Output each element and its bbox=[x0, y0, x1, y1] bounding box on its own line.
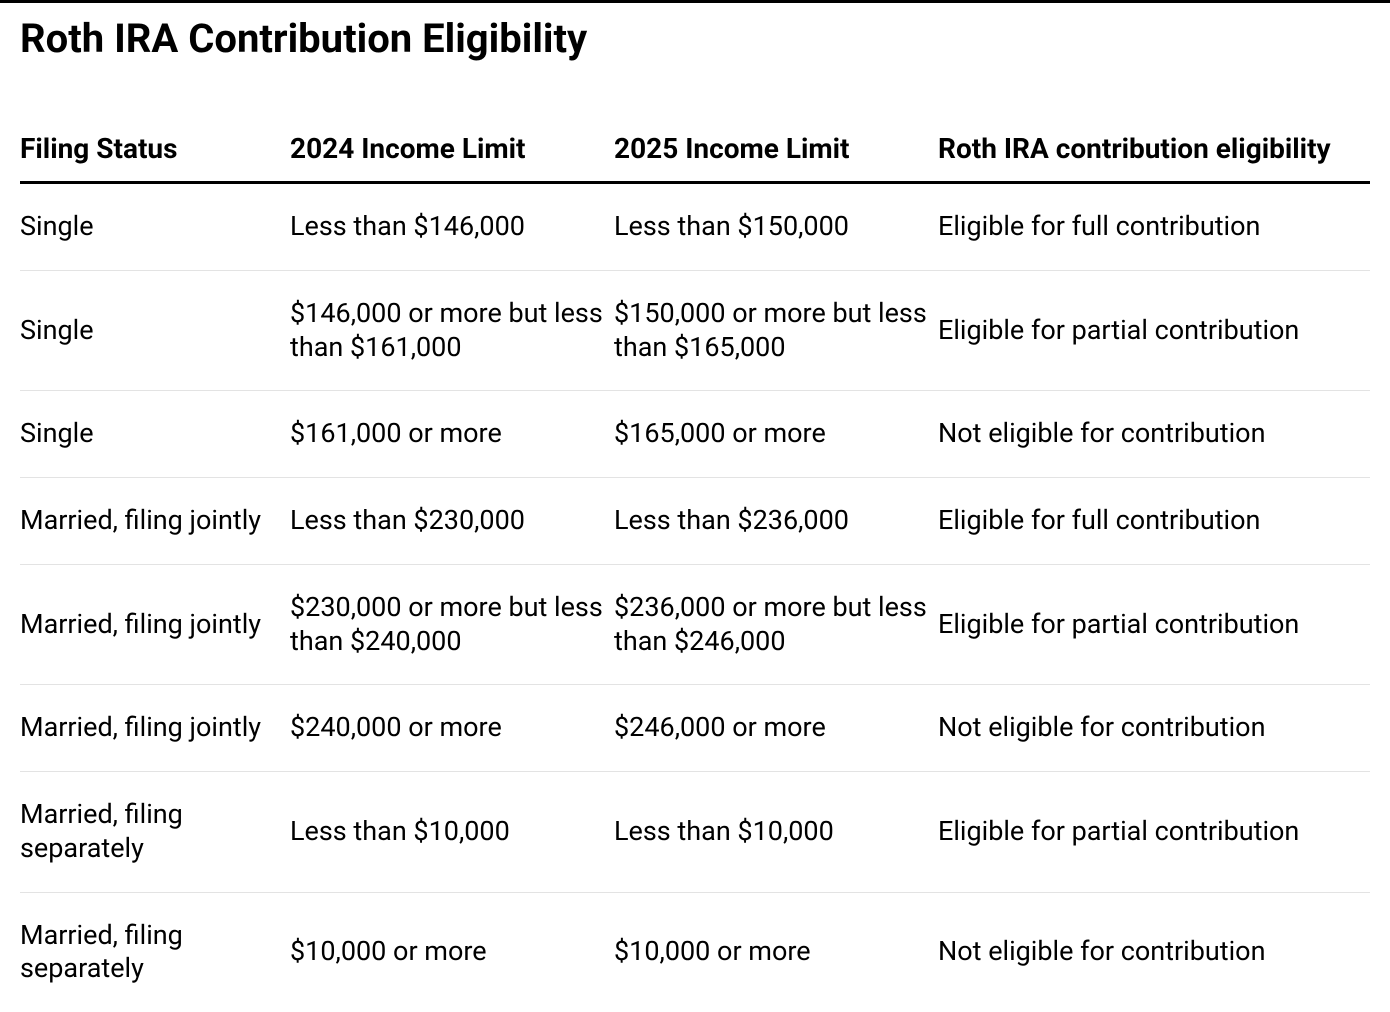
cell-filing-status: Married, filing separately bbox=[20, 892, 290, 1012]
cell-2025-limit: $150,000 or more but less than $165,000 bbox=[614, 270, 938, 391]
cell-2024-limit: Less than $230,000 bbox=[290, 478, 614, 565]
cell-eligibility: Not eligible for contribution bbox=[938, 391, 1370, 478]
cell-2024-limit: $146,000 or more but less than $161,000 bbox=[290, 270, 614, 391]
cell-2025-limit: $246,000 or more bbox=[614, 685, 938, 772]
column-header-filing-status: Filing Status bbox=[20, 122, 290, 183]
column-header-2025-limit: 2025 Income Limit bbox=[614, 122, 938, 183]
page-title: Roth IRA Contribution Eligibility bbox=[20, 15, 1370, 62]
cell-eligibility: Eligible for full contribution bbox=[938, 478, 1370, 565]
eligibility-table-container: Roth IRA Contribution Eligibility Filing… bbox=[0, 0, 1390, 1012]
table-row: Married, filing separately $10,000 or mo… bbox=[20, 892, 1370, 1012]
cell-2025-limit: $10,000 or more bbox=[614, 892, 938, 1012]
cell-filing-status: Married, filing jointly bbox=[20, 564, 290, 685]
eligibility-table: Filing Status 2024 Income Limit 2025 Inc… bbox=[20, 122, 1370, 1012]
table-row: Married, filing separately Less than $10… bbox=[20, 772, 1370, 893]
table-row: Single $146,000 or more but less than $1… bbox=[20, 270, 1370, 391]
cell-2025-limit: $165,000 or more bbox=[614, 391, 938, 478]
cell-2024-limit: $10,000 or more bbox=[290, 892, 614, 1012]
cell-2024-limit: $240,000 or more bbox=[290, 685, 614, 772]
cell-eligibility: Eligible for partial contribution bbox=[938, 772, 1370, 893]
column-header-2024-limit: 2024 Income Limit bbox=[290, 122, 614, 183]
cell-eligibility: Eligible for partial contribution bbox=[938, 564, 1370, 685]
table-row: Married, filing jointly $230,000 or more… bbox=[20, 564, 1370, 685]
cell-filing-status: Married, filing jointly bbox=[20, 685, 290, 772]
cell-eligibility: Not eligible for contribution bbox=[938, 892, 1370, 1012]
cell-filing-status: Single bbox=[20, 183, 290, 271]
table-row: Single $161,000 or more $165,000 or more… bbox=[20, 391, 1370, 478]
cell-eligibility: Not eligible for contribution bbox=[938, 685, 1370, 772]
cell-2024-limit: Less than $146,000 bbox=[290, 183, 614, 271]
column-header-eligibility: Roth IRA contribution eligibility bbox=[938, 122, 1370, 183]
cell-2025-limit: $236,000 or more but less than $246,000 bbox=[614, 564, 938, 685]
cell-2024-limit: Less than $10,000 bbox=[290, 772, 614, 893]
cell-filing-status: Single bbox=[20, 391, 290, 478]
cell-eligibility: Eligible for partial contribution bbox=[938, 270, 1370, 391]
cell-filing-status: Married, filing jointly bbox=[20, 478, 290, 565]
table-row: Married, filing jointly $240,000 or more… bbox=[20, 685, 1370, 772]
cell-2024-limit: $230,000 or more but less than $240,000 bbox=[290, 564, 614, 685]
cell-2025-limit: Less than $150,000 bbox=[614, 183, 938, 271]
table-body: Single Less than $146,000 Less than $150… bbox=[20, 183, 1370, 1012]
table-row: Married, filing jointly Less than $230,0… bbox=[20, 478, 1370, 565]
cell-eligibility: Eligible for full contribution bbox=[938, 183, 1370, 271]
table-row: Single Less than $146,000 Less than $150… bbox=[20, 183, 1370, 271]
cell-2025-limit: Less than $236,000 bbox=[614, 478, 938, 565]
table-header-row: Filing Status 2024 Income Limit 2025 Inc… bbox=[20, 122, 1370, 183]
cell-filing-status: Married, filing separately bbox=[20, 772, 290, 893]
cell-2024-limit: $161,000 or more bbox=[290, 391, 614, 478]
cell-filing-status: Single bbox=[20, 270, 290, 391]
cell-2025-limit: Less than $10,000 bbox=[614, 772, 938, 893]
